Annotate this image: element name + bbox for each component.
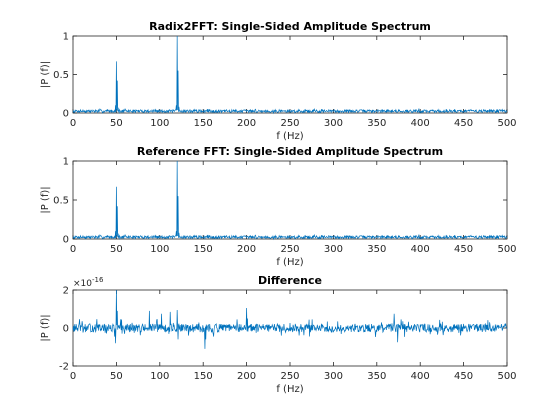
x-tick-label: 450	[454, 371, 473, 382]
x-tick-label: 250	[280, 371, 299, 382]
x-tick-label: 0	[70, 244, 76, 255]
subplot-1: Radix2FFT: Single-Sided Amplitude Spectr…	[40, 20, 517, 142]
axes-box	[72, 160, 508, 240]
x-tick-label: 100	[150, 244, 169, 255]
x-axis-label: f (Hz)	[276, 131, 303, 142]
x-tick-label: 200	[237, 371, 256, 382]
x-tick-label: 200	[237, 118, 256, 129]
x-tick-label: 50	[110, 118, 123, 129]
x-tick-label: 100	[150, 371, 169, 382]
x-tick-label: 400	[411, 371, 430, 382]
series-line	[72, 160, 508, 241]
y-tick-label: 1	[63, 157, 69, 168]
x-tick-label: 50	[110, 244, 123, 255]
x-tick-label: 200	[237, 244, 256, 255]
x-tick-label: 100	[150, 118, 169, 129]
x-tick-label: 500	[497, 118, 516, 129]
subplot-2: Reference FFT: Single-Sided Amplitude Sp…	[40, 145, 517, 268]
y-tick-label: 2	[63, 286, 69, 297]
x-tick-label: 150	[194, 118, 213, 129]
x-tick-label: 450	[454, 118, 473, 129]
chart-title: Radix2FFT: Single-Sided Amplitude Spectr…	[149, 20, 431, 33]
series-line	[72, 289, 508, 349]
chart-title: Reference FFT: Single-Sided Amplitude Sp…	[137, 145, 443, 158]
x-tick-label: 350	[367, 244, 386, 255]
y-tick-label: 0	[63, 235, 69, 246]
x-tick-label: 250	[280, 118, 299, 129]
x-tick-label: 500	[497, 371, 516, 382]
y-axis-label: |P (f)|	[40, 61, 51, 88]
chart-title: Difference	[258, 274, 322, 287]
y-tick-label: 0	[63, 324, 69, 335]
x-tick-label: 400	[411, 244, 430, 255]
y-tick-label: 0	[63, 109, 69, 120]
x-axis-label: f (Hz)	[276, 384, 303, 395]
axes-box	[72, 35, 508, 114]
x-axis-label: f (Hz)	[276, 257, 303, 268]
x-tick-label: 400	[411, 118, 430, 129]
x-tick-label: 450	[454, 244, 473, 255]
y-tick-label: 0.5	[53, 196, 69, 207]
x-tick-label: 500	[497, 244, 516, 255]
y-exponent-label: ×10-16	[73, 276, 104, 289]
x-tick-label: 300	[324, 244, 343, 255]
y-axis-label: |P (f)|	[40, 186, 51, 213]
y-tick-label: -2	[59, 362, 69, 373]
x-tick-label: 250	[280, 244, 299, 255]
x-tick-label: 50	[110, 371, 123, 382]
x-tick-label: 300	[324, 371, 343, 382]
x-tick-label: 0	[70, 118, 76, 129]
x-tick-label: 0	[70, 371, 76, 382]
y-tick-label: 1	[63, 32, 69, 43]
x-tick-label: 350	[367, 371, 386, 382]
x-tick-label: 300	[324, 118, 343, 129]
subplot-3: Difference 0 50 100 150 200 250 300 350 400 450 500…	[40, 274, 517, 395]
x-tick-label: 150	[194, 371, 213, 382]
y-tick-label: 0.5	[53, 70, 69, 81]
x-tick-label: 350	[367, 118, 386, 129]
series-line	[72, 35, 508, 115]
x-tick-label: 150	[194, 244, 213, 255]
y-axis-label: |P (f)|	[40, 314, 51, 341]
